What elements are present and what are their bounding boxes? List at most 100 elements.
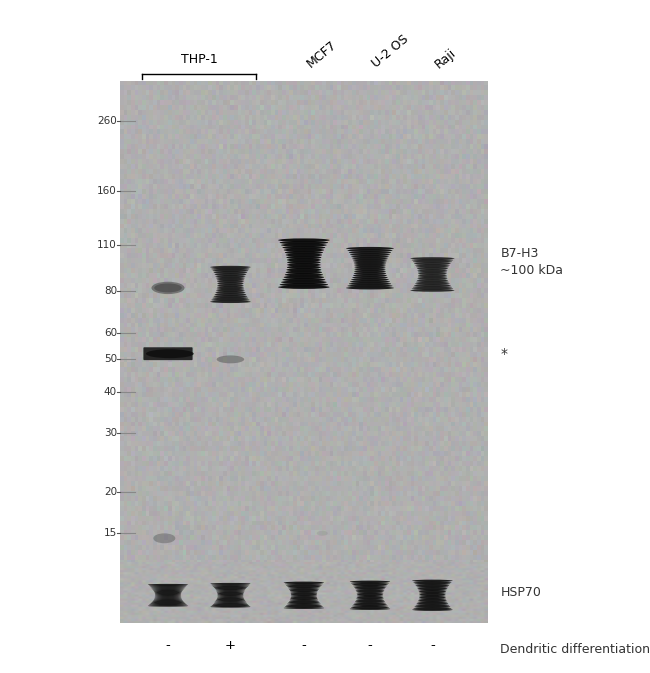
Ellipse shape [418, 273, 447, 275]
Ellipse shape [216, 355, 244, 363]
Text: B7-H3: B7-H3 [500, 247, 539, 260]
Ellipse shape [287, 603, 320, 605]
Ellipse shape [413, 260, 452, 263]
Ellipse shape [216, 277, 244, 279]
Ellipse shape [289, 600, 319, 602]
Ellipse shape [154, 283, 182, 292]
Ellipse shape [418, 271, 447, 273]
Ellipse shape [417, 586, 448, 588]
Ellipse shape [350, 581, 390, 583]
Ellipse shape [283, 275, 324, 279]
Text: -: - [368, 639, 372, 652]
Ellipse shape [289, 588, 319, 590]
Ellipse shape [281, 244, 327, 247]
Ellipse shape [412, 579, 452, 582]
Text: Dendritic differentiation: Dendritic differentiation [500, 643, 650, 656]
Ellipse shape [214, 271, 247, 274]
Ellipse shape [283, 246, 325, 249]
Ellipse shape [148, 605, 188, 606]
Text: Raji: Raji [432, 46, 459, 71]
Ellipse shape [217, 284, 244, 287]
Ellipse shape [150, 603, 186, 604]
Ellipse shape [213, 586, 248, 587]
Ellipse shape [415, 283, 450, 285]
Ellipse shape [287, 263, 320, 267]
Ellipse shape [288, 587, 320, 589]
Ellipse shape [211, 268, 250, 271]
Ellipse shape [153, 534, 176, 543]
Ellipse shape [418, 274, 447, 277]
Ellipse shape [148, 584, 188, 586]
Ellipse shape [214, 587, 247, 588]
Ellipse shape [419, 595, 445, 597]
Ellipse shape [216, 289, 244, 292]
Ellipse shape [348, 285, 393, 287]
Ellipse shape [214, 602, 247, 604]
Ellipse shape [417, 277, 447, 280]
Ellipse shape [217, 595, 244, 597]
Ellipse shape [155, 596, 181, 598]
Ellipse shape [353, 259, 387, 262]
Text: 60: 60 [104, 328, 117, 338]
Ellipse shape [350, 608, 390, 610]
Ellipse shape [354, 270, 385, 273]
Ellipse shape [346, 247, 394, 250]
Ellipse shape [215, 275, 246, 277]
Ellipse shape [419, 596, 446, 599]
Text: +: + [225, 639, 236, 652]
Ellipse shape [355, 588, 385, 590]
Ellipse shape [410, 289, 454, 291]
Ellipse shape [291, 594, 317, 596]
Text: -: - [430, 639, 435, 652]
Ellipse shape [349, 282, 391, 285]
Ellipse shape [210, 300, 251, 303]
Ellipse shape [354, 266, 385, 269]
Ellipse shape [214, 588, 246, 590]
Ellipse shape [217, 593, 244, 594]
Text: 20: 20 [104, 487, 117, 497]
Ellipse shape [350, 280, 390, 283]
Ellipse shape [151, 282, 185, 294]
Ellipse shape [351, 278, 389, 281]
Text: 30: 30 [104, 428, 117, 438]
Ellipse shape [415, 583, 450, 585]
Ellipse shape [211, 584, 250, 586]
Ellipse shape [351, 255, 389, 258]
Ellipse shape [412, 608, 452, 611]
Ellipse shape [417, 267, 448, 270]
Ellipse shape [216, 590, 244, 592]
Ellipse shape [356, 591, 384, 593]
Ellipse shape [419, 590, 446, 592]
Ellipse shape [217, 596, 244, 598]
Text: THP-1: THP-1 [181, 53, 218, 66]
Ellipse shape [317, 531, 328, 536]
Ellipse shape [413, 286, 452, 288]
Text: -: - [302, 639, 306, 652]
Ellipse shape [215, 291, 246, 294]
Text: 50: 50 [104, 355, 117, 364]
Ellipse shape [286, 584, 322, 586]
Ellipse shape [415, 604, 449, 606]
Ellipse shape [290, 599, 318, 601]
Ellipse shape [349, 251, 391, 254]
Ellipse shape [153, 590, 183, 591]
Ellipse shape [414, 262, 451, 264]
Ellipse shape [419, 594, 445, 596]
Ellipse shape [417, 269, 447, 271]
Ellipse shape [280, 241, 328, 244]
Ellipse shape [149, 604, 187, 606]
Ellipse shape [216, 592, 244, 593]
Text: -: - [166, 639, 170, 652]
Ellipse shape [348, 249, 393, 252]
FancyBboxPatch shape [144, 347, 192, 360]
Ellipse shape [418, 600, 447, 602]
Ellipse shape [417, 279, 448, 281]
Ellipse shape [411, 259, 453, 261]
Ellipse shape [213, 297, 248, 299]
Text: 40: 40 [104, 386, 117, 396]
Ellipse shape [214, 293, 246, 295]
Ellipse shape [216, 599, 244, 600]
Ellipse shape [354, 586, 386, 588]
Ellipse shape [356, 590, 384, 592]
Ellipse shape [152, 600, 184, 602]
